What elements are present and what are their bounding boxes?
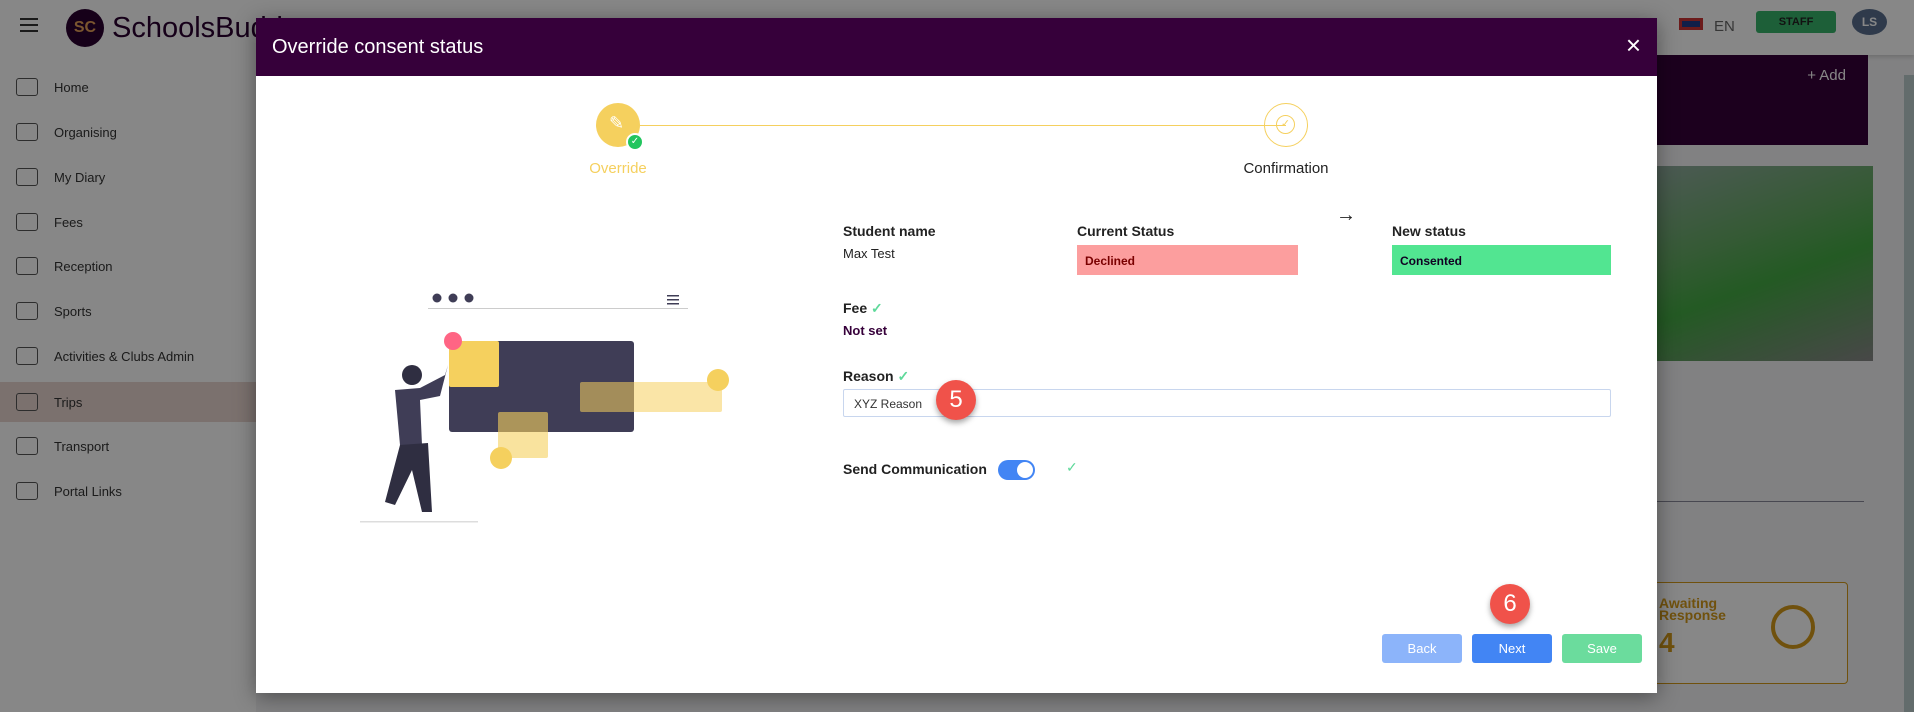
reason-label-text: Reason — [843, 368, 894, 384]
arrow-right-icon: → — [1336, 204, 1356, 226]
override-consent-modal: Override consent status × ✎ ✓ Override ✓… — [256, 18, 1657, 693]
edit-icon: ✎ — [609, 113, 625, 133]
sidebar-item-label: Sports — [54, 303, 92, 319]
sidebar-item-fees[interactable]: Fees — [0, 202, 256, 242]
check-icon: ✓ — [1066, 459, 1078, 475]
illustration — [360, 293, 729, 523]
sidebar-item-label: Home — [54, 79, 89, 95]
calendar-icon — [16, 168, 38, 186]
sidebar-item-activities[interactable]: Activities & Clubs Admin — [0, 336, 256, 376]
new-status-label: New status — [1392, 223, 1466, 239]
fee-label: Fee ✓ — [843, 300, 883, 317]
sidebar-item-home[interactable]: Home — [0, 67, 256, 107]
reason-label: Reason ✓ — [843, 368, 909, 385]
back-button[interactable]: Back — [1382, 634, 1462, 663]
sidebar-item-transport[interactable]: Transport — [0, 426, 256, 466]
sidebar-item-label: Trips — [54, 394, 83, 410]
modal-title: Override consent status — [272, 36, 484, 58]
check-circle-icon: ✓ — [626, 133, 644, 151]
step-label-override: Override — [589, 160, 647, 177]
sidebar-item-sports[interactable]: Sports — [0, 291, 256, 331]
step-marker-5: 5 — [936, 380, 976, 420]
staff-button[interactable]: STAFF — [1756, 11, 1836, 33]
step-confirmation[interactable]: ✓ — [1264, 103, 1308, 147]
sidebar-item-trips[interactable]: Trips — [0, 382, 256, 422]
send-communication-toggle[interactable] — [998, 460, 1035, 480]
stepper-line — [640, 125, 1286, 126]
step-marker-6: 6 — [1490, 584, 1530, 624]
bus-icon — [16, 437, 38, 455]
check-icon: ✓ — [897, 368, 910, 384]
check-circle-icon: ✓ — [1276, 115, 1295, 134]
sidebar-item-portal-links[interactable]: Portal Links — [0, 471, 256, 511]
home-icon — [16, 78, 38, 96]
sidebar: Home Organising My Diary Fees Reception … — [0, 55, 256, 712]
map-icon — [16, 393, 38, 411]
clipboard-icon — [16, 123, 38, 141]
student-name-value: Max Test — [843, 246, 895, 261]
language-label[interactable]: EN — [1714, 18, 1735, 35]
scrollbar[interactable] — [1904, 75, 1914, 712]
save-button[interactable]: Save — [1562, 634, 1642, 663]
reason-input[interactable]: XYZ Reason — [843, 389, 1611, 417]
close-icon[interactable]: × — [1625, 30, 1641, 60]
card-title: Awaiting Response — [1659, 595, 1726, 623]
new-status-badge: Consented — [1392, 245, 1611, 275]
student-name-label: Student name — [843, 223, 936, 239]
avatar[interactable]: LS — [1852, 9, 1887, 35]
toggle-knob — [1017, 462, 1033, 478]
add-button[interactable]: + Add — [1807, 67, 1846, 84]
bell-icon — [16, 257, 38, 275]
card-value: 4 — [1659, 627, 1675, 658]
sidebar-item-label: My Diary — [54, 169, 106, 185]
sidebar-item-label: Portal Links — [54, 483, 122, 499]
sidebar-item-label: Reception — [54, 258, 113, 274]
send-communication-label: Send Communication — [843, 461, 987, 477]
sidebar-item-label: Activities & Clubs Admin — [54, 348, 195, 364]
divider — [1600, 501, 1864, 502]
fee-label-text: Fee — [843, 300, 868, 316]
window-icon — [16, 482, 38, 500]
step-label-confirmation: Confirmation — [1243, 160, 1329, 177]
sidebar-item-reception[interactable]: Reception — [0, 246, 256, 286]
modal-header: Override consent status × — [256, 18, 1657, 76]
sports-icon — [16, 302, 38, 320]
clock-icon — [1771, 605, 1815, 649]
next-button[interactable]: Next — [1472, 634, 1552, 663]
sidebar-item-my-diary[interactable]: My Diary — [0, 157, 256, 197]
current-status-label: Current Status — [1077, 223, 1175, 239]
sidebar-item-organising[interactable]: Organising — [0, 112, 256, 152]
network-icon — [16, 347, 38, 365]
check-icon: ✓ — [871, 300, 883, 316]
sidebar-item-label: Organising — [54, 124, 117, 140]
sidebar-item-label: Transport — [54, 438, 110, 454]
fee-value: Not set — [843, 323, 888, 338]
step-override[interactable]: ✎ ✓ — [596, 103, 644, 151]
sidebar-item-label: Fees — [54, 214, 83, 230]
card-icon — [16, 213, 38, 231]
current-status-badge: Declined — [1077, 245, 1298, 275]
uk-flag-icon[interactable] — [1678, 17, 1704, 31]
logo[interactable]: SC — [66, 9, 104, 47]
menu-icon[interactable] — [20, 18, 38, 32]
